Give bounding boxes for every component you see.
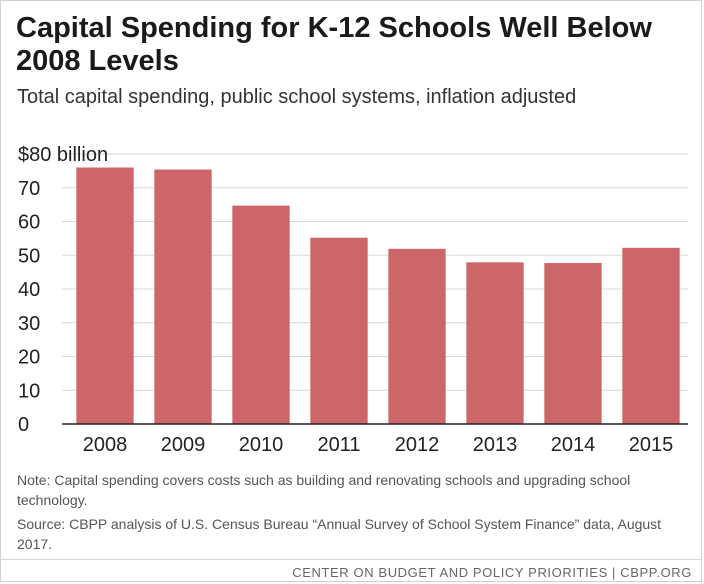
bar-2015 — [622, 247, 680, 424]
x-tick-label: 2015 — [629, 434, 674, 456]
y-tick-label: $80 billion — [18, 144, 108, 166]
bar-2009 — [154, 169, 212, 424]
y-tick-label: 50 — [18, 245, 40, 267]
bar-2011 — [310, 237, 368, 424]
chart-title: Capital Spending for K-12 Schools Well B… — [16, 12, 652, 77]
x-tick-label: 2014 — [551, 434, 596, 456]
chart-note: Note: Capital spending covers costs such… — [17, 472, 631, 508]
x-axis-labels: 2008 2009 2010 2011 2012 2013 2014 2015 — [83, 434, 674, 456]
chart-source: Source: CBPP analysis of U.S. Census Bur… — [17, 516, 662, 552]
footer-divider — [0, 559, 702, 560]
chart-subtitle: Total capital spending, public school sy… — [17, 86, 577, 108]
bar-2010 — [232, 205, 290, 424]
bar-2008 — [76, 167, 134, 424]
x-tick-label: 2009 — [161, 434, 206, 456]
x-tick-label: 2011 — [317, 434, 360, 456]
bar-2012 — [388, 248, 446, 424]
y-tick-label: 60 — [18, 212, 40, 234]
y-tick-label: 30 — [18, 313, 40, 335]
bars — [76, 167, 680, 424]
x-tick-label: 2010 — [239, 434, 284, 456]
y-tick-label: 70 — [18, 178, 40, 200]
x-tick-label: 2013 — [473, 434, 518, 456]
y-tick-label: 20 — [18, 347, 40, 369]
footer-credit: CENTER ON BUDGET AND POLICY PRIORITIES |… — [292, 565, 692, 580]
x-tick-label: 2012 — [395, 434, 440, 456]
bar-2014 — [544, 263, 602, 424]
y-tick-label: 40 — [18, 279, 40, 301]
y-tick-label: 10 — [18, 380, 40, 402]
y-tick-label: 0 — [18, 414, 29, 436]
y-axis-labels: 0 10 20 30 40 50 60 70 $80 billion — [18, 144, 108, 436]
x-tick-label: 2008 — [83, 434, 128, 456]
bar-2013 — [466, 262, 524, 424]
